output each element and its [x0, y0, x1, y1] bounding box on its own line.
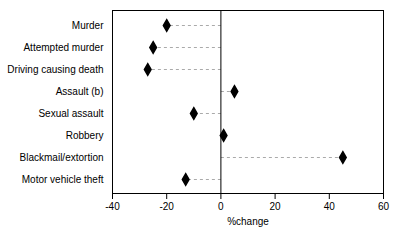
- svg-text:Attempted murder: Attempted murder: [23, 42, 104, 53]
- svg-text:-40: -40: [105, 201, 120, 212]
- svg-text:Motor vehicle theft: Motor vehicle theft: [22, 174, 104, 185]
- svg-text:60: 60: [378, 201, 390, 212]
- svg-text:Blackmail/extortion: Blackmail/extortion: [20, 152, 104, 163]
- svg-text:Driving causing death: Driving causing death: [7, 64, 103, 75]
- svg-text:Robbery: Robbery: [66, 130, 104, 141]
- svg-text:40: 40: [324, 201, 336, 212]
- svg-text:0: 0: [218, 201, 224, 212]
- svg-text:-20: -20: [159, 201, 174, 212]
- svg-text:20: 20: [270, 201, 282, 212]
- svg-text:Sexual assault: Sexual assault: [38, 108, 103, 119]
- svg-text:%change: %change: [227, 216, 269, 227]
- svg-text:Murder: Murder: [72, 20, 104, 31]
- svg-text:Assault (b): Assault (b): [56, 86, 104, 97]
